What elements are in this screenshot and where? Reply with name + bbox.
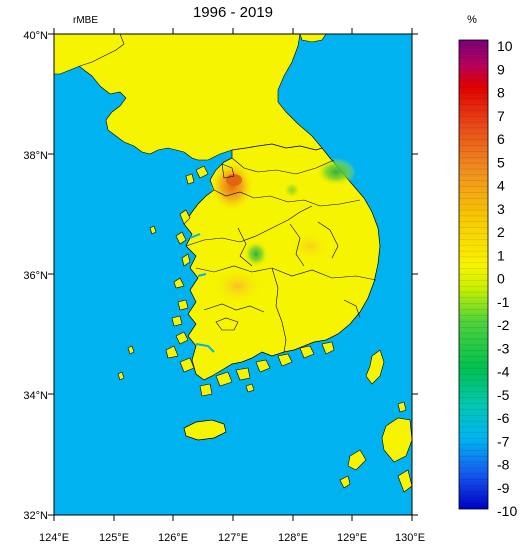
lon-label-129e: 129°E — [337, 532, 367, 544]
estuaries — [189, 233, 215, 353]
colorbar-level-lines — [459, 45, 488, 504]
map-title: 1996 - 2019 — [193, 4, 273, 21]
warm-bias-area-east — [290, 232, 330, 260]
lon-label-125e: 125°E — [99, 532, 129, 544]
negative-bias-small — [284, 182, 300, 198]
lon-label-124e: 124°E — [39, 532, 69, 544]
colorbar-tick-label: 1 — [497, 247, 505, 263]
colorbar-tick-label: -10 — [497, 503, 517, 519]
lat-label-38n: 38°N — [23, 150, 48, 162]
colorbar-tick-label: -5 — [497, 387, 510, 403]
colorbar-frame — [458, 39, 489, 510]
western-islands — [117, 165, 213, 397]
lat-label-34n: 34°N — [23, 390, 48, 402]
colorbar-tick-label: 0 — [497, 271, 505, 287]
colorbar-tick-label: -8 — [497, 457, 510, 473]
northeast-corner-land — [299, 34, 327, 43]
western-promontory — [54, 34, 125, 75]
lon-label-128e: 128°E — [278, 532, 308, 544]
colorbar-tick-label: -2 — [497, 317, 510, 333]
colorbar-tick-label: 4 — [497, 178, 505, 194]
positive-bias-hotspot — [210, 160, 254, 212]
latitude-labels: 40°N 38°N 36°N 34°N 32°N — [23, 30, 48, 522]
province-boundaries — [185, 157, 377, 353]
negative-bias-northeast — [316, 158, 356, 186]
negative-bias-central — [244, 241, 268, 267]
colorbar-tick-label: 8 — [497, 85, 505, 101]
lat-label-32n: 32°N — [23, 510, 48, 522]
colorbar-gradient — [459, 40, 488, 509]
colorbar-tick-label: 10 — [497, 38, 513, 54]
colorbar-tick-label: 5 — [497, 154, 505, 170]
lat-label-40n: 40°N — [23, 30, 48, 42]
colorbar-tick-label: -6 — [497, 410, 510, 426]
colorbar-tick-label: -4 — [497, 364, 510, 380]
lat-label-36n: 36°N — [23, 270, 48, 282]
southern-islands — [215, 341, 335, 393]
lon-label-130e: 130°E — [395, 532, 425, 544]
colorbar-tick-label: 6 — [497, 131, 505, 147]
colorbar-tick-label: -9 — [497, 480, 510, 496]
colorbar-tick-label: 3 — [497, 201, 505, 217]
jeju-island — [183, 419, 227, 441]
warm-bias-area — [212, 268, 264, 304]
colorbar-tick-label: -1 — [497, 294, 510, 310]
colorbar-tick-label: 9 — [497, 61, 505, 77]
colorbar-tick-label: -7 — [497, 433, 510, 449]
variable-label: rMBE — [73, 15, 98, 26]
axis-ticks — [48, 28, 418, 521]
lon-label-127e: 127°E — [218, 532, 248, 544]
japan-islands — [339, 349, 412, 493]
lon-label-126e: 126°E — [158, 532, 188, 544]
map-panel — [54, 34, 412, 515]
northern-landmass — [54, 34, 323, 161]
colorbar-tick-label: -3 — [497, 340, 510, 356]
colorbar-tick-label: 7 — [497, 108, 505, 124]
colorbar-tick-label: 2 — [497, 224, 505, 240]
unit-label: % — [467, 14, 477, 26]
longitude-labels: 124°E 125°E 126°E 127°E 128°E 129°E 130°… — [39, 532, 425, 544]
